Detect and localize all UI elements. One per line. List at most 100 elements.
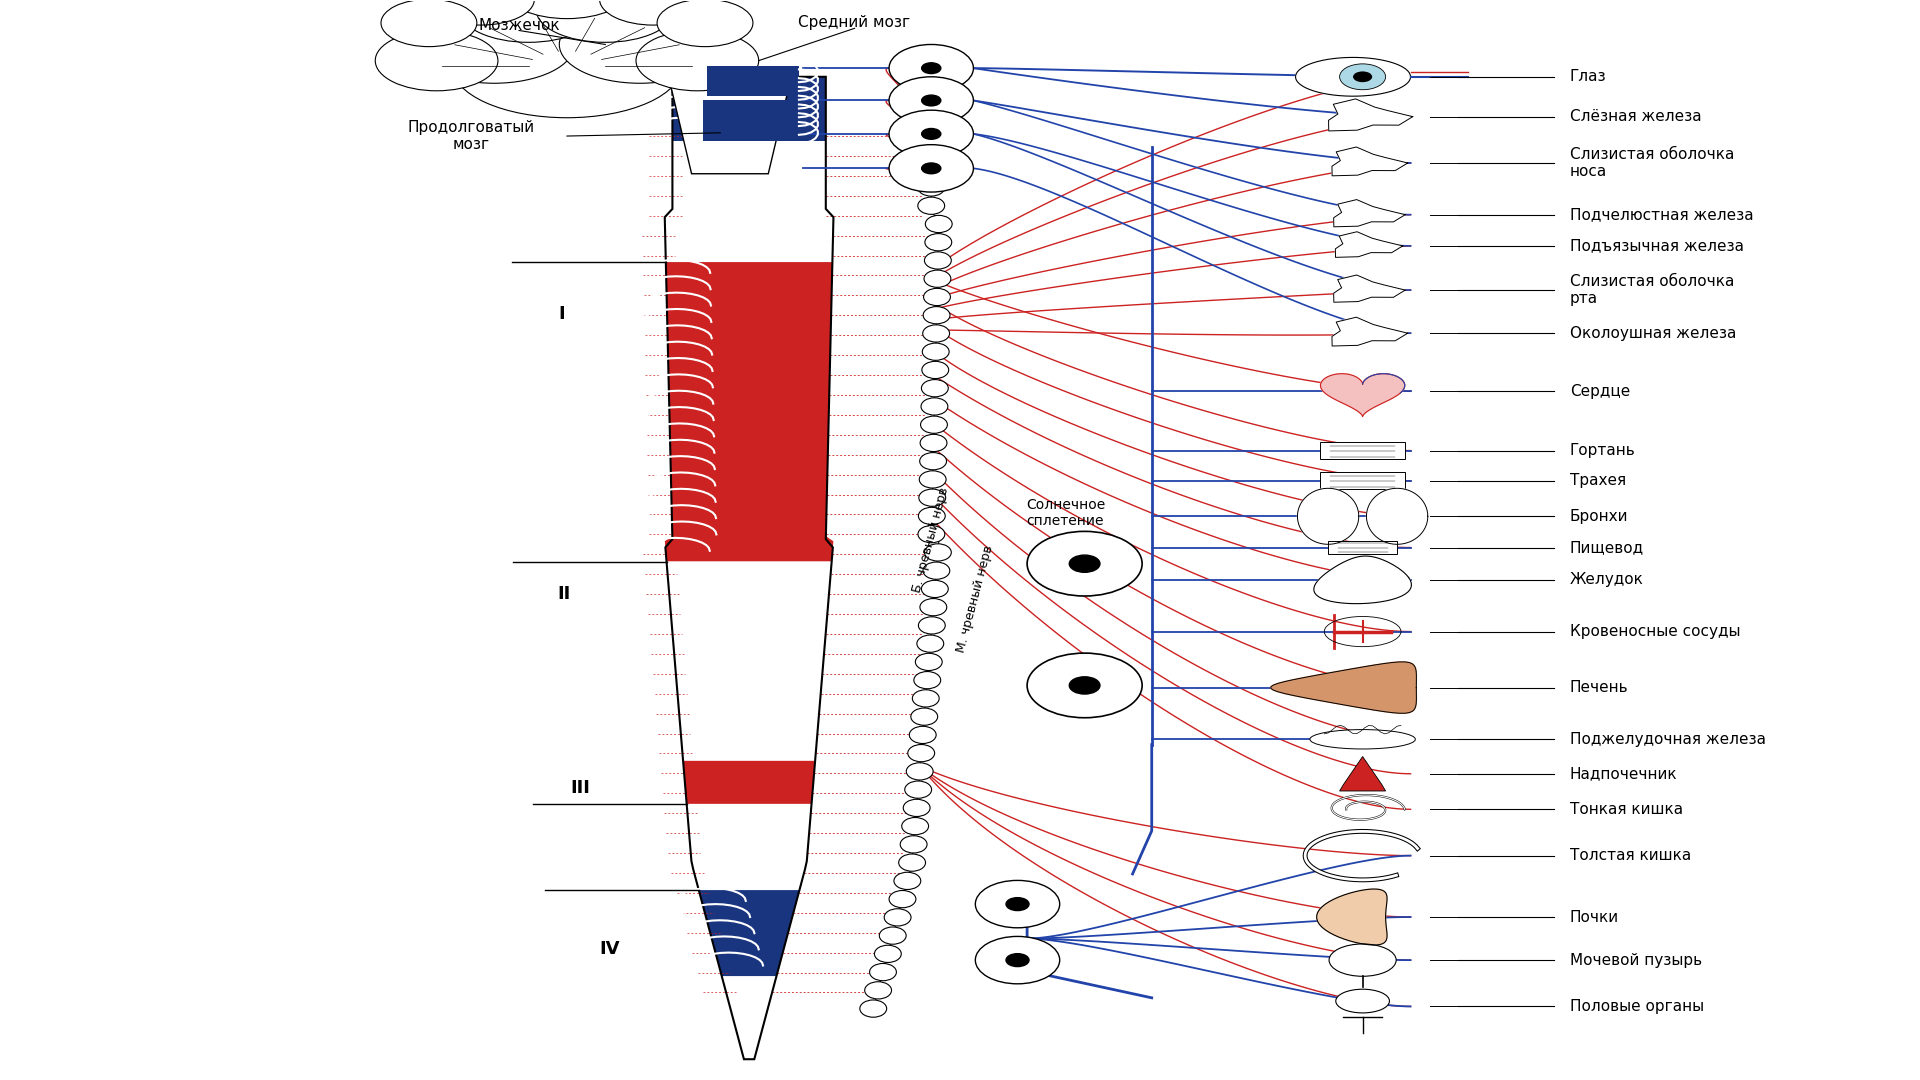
Polygon shape — [707, 66, 799, 96]
Ellipse shape — [925, 215, 952, 232]
Polygon shape — [1332, 318, 1407, 346]
Ellipse shape — [906, 762, 933, 780]
Bar — [1321, 472, 1405, 489]
Ellipse shape — [918, 161, 945, 178]
Circle shape — [1006, 954, 1029, 967]
Circle shape — [1006, 897, 1029, 910]
Ellipse shape — [922, 343, 948, 361]
Polygon shape — [664, 141, 833, 262]
Ellipse shape — [904, 781, 931, 798]
Circle shape — [922, 95, 941, 106]
Ellipse shape — [924, 252, 950, 269]
Ellipse shape — [895, 873, 922, 890]
Polygon shape — [684, 760, 816, 804]
Ellipse shape — [924, 307, 950, 324]
Polygon shape — [722, 976, 776, 1059]
Circle shape — [1354, 71, 1373, 82]
Text: Слизистая оболочка
рта: Слизистая оболочка рта — [1571, 274, 1734, 307]
Ellipse shape — [374, 30, 497, 91]
Ellipse shape — [924, 288, 950, 306]
Text: Тонкая кишка: Тонкая кишка — [1571, 801, 1682, 816]
Ellipse shape — [1329, 944, 1396, 976]
Ellipse shape — [914, 672, 941, 689]
Text: Продолговатый
мозг: Продолговатый мозг — [407, 120, 534, 152]
Ellipse shape — [902, 799, 929, 816]
Ellipse shape — [1309, 730, 1415, 750]
Polygon shape — [1296, 57, 1411, 96]
Text: Толстая кишка: Толстая кишка — [1571, 848, 1692, 863]
Polygon shape — [1336, 232, 1404, 257]
Ellipse shape — [599, 0, 707, 25]
Polygon shape — [1329, 99, 1413, 131]
Polygon shape — [687, 804, 812, 890]
Ellipse shape — [879, 927, 906, 944]
Ellipse shape — [920, 416, 947, 433]
Circle shape — [922, 129, 941, 139]
Ellipse shape — [889, 891, 916, 907]
Ellipse shape — [922, 580, 948, 597]
Ellipse shape — [912, 690, 939, 707]
Text: Печень: Печень — [1571, 680, 1628, 696]
Polygon shape — [1334, 275, 1405, 302]
Text: IV: IV — [599, 941, 620, 958]
Text: Подчелюстная железа: Подчелюстная железа — [1571, 207, 1753, 222]
Ellipse shape — [505, 0, 628, 18]
Circle shape — [1340, 64, 1386, 90]
Ellipse shape — [922, 379, 948, 396]
Ellipse shape — [922, 362, 948, 379]
Ellipse shape — [918, 526, 945, 543]
Text: Гортань: Гортань — [1571, 443, 1636, 458]
Text: Сердце: Сердце — [1571, 383, 1630, 399]
Polygon shape — [1367, 488, 1428, 544]
Text: Слёзная железа: Слёзная железа — [1571, 109, 1701, 124]
Ellipse shape — [918, 179, 945, 197]
Text: Солнечное
сплетение: Солнечное сплетение — [1025, 498, 1106, 528]
Ellipse shape — [902, 818, 929, 835]
Ellipse shape — [380, 0, 476, 46]
Circle shape — [922, 63, 941, 73]
Polygon shape — [699, 890, 799, 976]
Ellipse shape — [918, 143, 945, 160]
Ellipse shape — [1336, 989, 1390, 1013]
Polygon shape — [1313, 556, 1411, 604]
Ellipse shape — [924, 562, 950, 579]
Text: Пищевод: Пищевод — [1571, 540, 1644, 555]
Text: II: II — [557, 585, 570, 603]
Text: III: III — [570, 779, 589, 797]
Text: Поджелудочная железа: Поджелудочная железа — [1571, 732, 1766, 746]
Text: Почки: Почки — [1571, 909, 1619, 924]
Ellipse shape — [870, 963, 897, 981]
Ellipse shape — [918, 635, 945, 652]
Ellipse shape — [426, 0, 534, 25]
Ellipse shape — [924, 544, 950, 561]
Ellipse shape — [413, 5, 574, 83]
Ellipse shape — [908, 744, 935, 761]
Ellipse shape — [920, 598, 947, 616]
Text: Надпочечник: Надпочечник — [1571, 766, 1678, 781]
Polygon shape — [664, 262, 833, 562]
Polygon shape — [1321, 374, 1405, 417]
Circle shape — [1069, 555, 1100, 572]
Text: Глаз: Глаз — [1571, 69, 1607, 84]
Text: Подъязычная железа: Подъязычная железа — [1571, 239, 1743, 254]
Ellipse shape — [918, 508, 945, 525]
Ellipse shape — [536, 0, 674, 42]
Text: Б. чревный нерв: Б. чревный нерв — [910, 486, 952, 594]
Polygon shape — [1298, 488, 1359, 544]
Circle shape — [889, 145, 973, 192]
Ellipse shape — [451, 14, 682, 118]
Polygon shape — [1332, 147, 1407, 176]
Circle shape — [1027, 653, 1142, 718]
Ellipse shape — [559, 5, 720, 83]
Ellipse shape — [860, 1000, 887, 1017]
Text: Средний мозг: Средний мозг — [799, 15, 910, 30]
Ellipse shape — [900, 836, 927, 853]
Text: Околоушная железа: Околоушная железа — [1571, 326, 1736, 340]
Circle shape — [975, 880, 1060, 928]
Ellipse shape — [918, 106, 945, 123]
Text: Трахея: Трахея — [1571, 473, 1626, 488]
Circle shape — [889, 110, 973, 158]
Ellipse shape — [920, 489, 947, 507]
Text: Мочевой пузырь: Мочевой пузырь — [1571, 953, 1701, 968]
Polygon shape — [1340, 756, 1386, 791]
